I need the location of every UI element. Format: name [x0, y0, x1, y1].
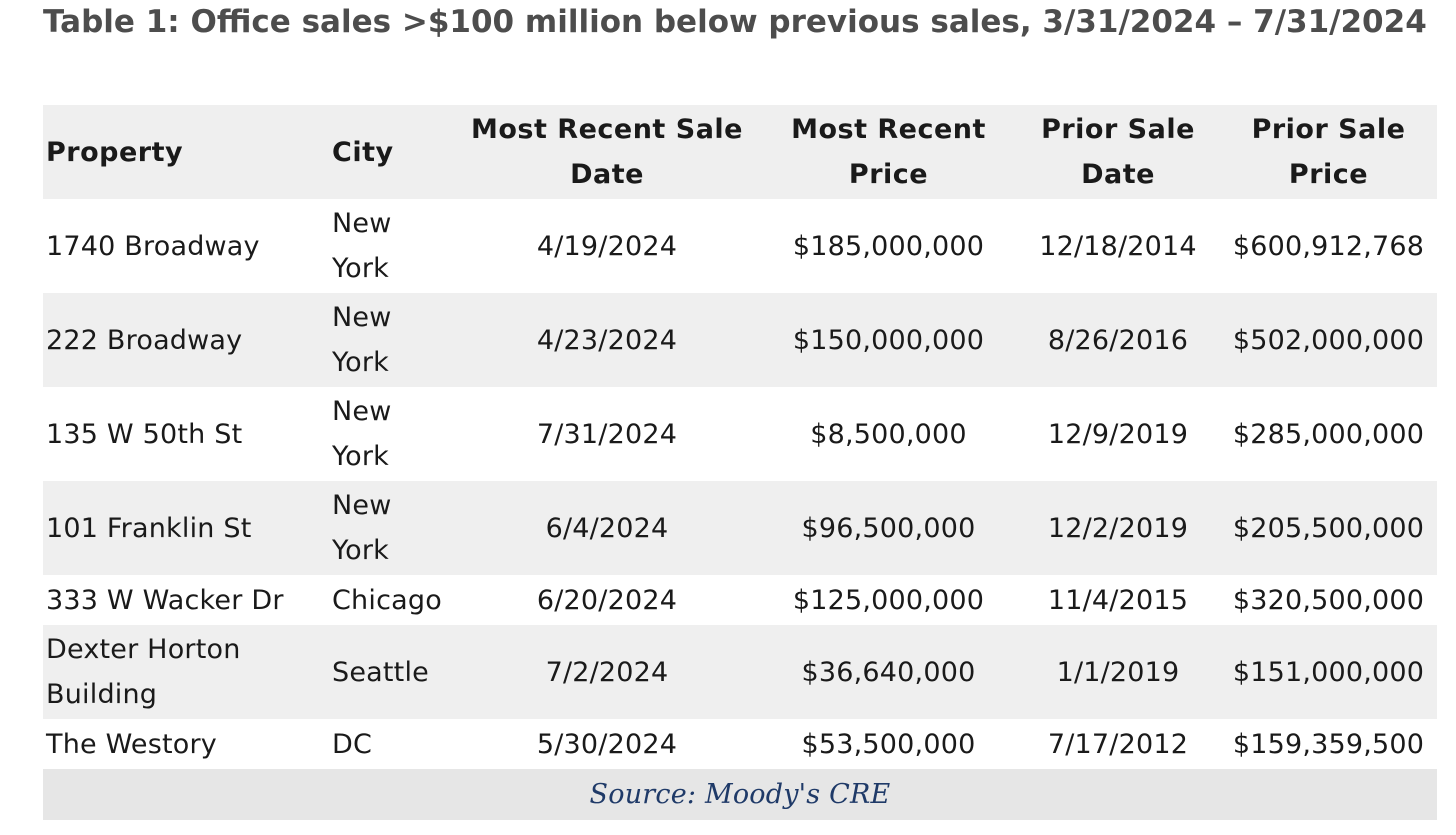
cell-prior-date: 1/1/2019 [1016, 625, 1220, 719]
header-recent-date: Most Recent Sale Date [453, 105, 761, 199]
cell-property: 101 Franklin St [43, 481, 329, 575]
header-recent-price: Most Recent Price [761, 105, 1016, 199]
office-sales-table: Property City Most Recent Sale Date Most… [43, 105, 1437, 820]
table-row: 333 W Wacker Dr Chicago 6/20/2024 $125,0… [43, 575, 1437, 625]
cell-prior-date: 8/26/2016 [1016, 293, 1220, 387]
table-row: 1740 Broadway New York 4/19/2024 $185,00… [43, 199, 1437, 293]
table-row: Dexter Horton Building Seattle 7/2/2024 … [43, 625, 1437, 719]
cell-recent-price: $150,000,000 [761, 293, 1016, 387]
cell-prior-price: $600,912,768 [1220, 199, 1437, 293]
cell-city: New York [329, 293, 453, 387]
cell-city: Chicago [329, 575, 453, 625]
cell-recent-price: $53,500,000 [761, 719, 1016, 769]
source-row: Source: Moody's CRE [43, 769, 1437, 820]
table-row: 135 W 50th St New York 7/31/2024 $8,500,… [43, 387, 1437, 481]
table-row: 222 Broadway New York 4/23/2024 $150,000… [43, 293, 1437, 387]
cell-recent-date: 4/19/2024 [453, 199, 761, 293]
header-property: Property [43, 105, 329, 199]
cell-prior-date: 12/9/2019 [1016, 387, 1220, 481]
cell-prior-price: $151,000,000 [1220, 625, 1437, 719]
cell-prior-date: 12/18/2014 [1016, 199, 1220, 293]
cell-recent-date: 5/30/2024 [453, 719, 761, 769]
cell-recent-date: 6/4/2024 [453, 481, 761, 575]
cell-property: 1740 Broadway [43, 199, 329, 293]
cell-city: New York [329, 199, 453, 293]
cell-prior-date: 7/17/2012 [1016, 719, 1220, 769]
header-prior-price: Prior Sale Price [1220, 105, 1437, 199]
table-row: The Westory DC 5/30/2024 $53,500,000 7/1… [43, 719, 1437, 769]
cell-prior-price: $285,000,000 [1220, 387, 1437, 481]
cell-recent-date: 7/31/2024 [453, 387, 761, 481]
cell-recent-price: $8,500,000 [761, 387, 1016, 481]
cell-prior-price: $159,359,500 [1220, 719, 1437, 769]
cell-property: 222 Broadway [43, 293, 329, 387]
cell-recent-price: $96,500,000 [761, 481, 1016, 575]
table-header-row: Property City Most Recent Sale Date Most… [43, 105, 1437, 199]
table-row: 101 Franklin St New York 6/4/2024 $96,50… [43, 481, 1437, 575]
cell-recent-date: 6/20/2024 [453, 575, 761, 625]
cell-city: DC [329, 719, 453, 769]
cell-recent-price: $185,000,000 [761, 199, 1016, 293]
header-city: City [329, 105, 453, 199]
cell-property: Dexter Horton Building [43, 625, 329, 719]
header-prior-date: Prior Sale Date [1016, 105, 1220, 199]
cell-recent-date: 7/2/2024 [453, 625, 761, 719]
cell-property: 333 W Wacker Dr [43, 575, 329, 625]
source-note: Source: Moody's CRE [43, 769, 1437, 820]
page-title: Table 1: Office sales >$100 million belo… [43, 4, 1427, 40]
cell-prior-price: $320,500,000 [1220, 575, 1437, 625]
cell-recent-date: 4/23/2024 [453, 293, 761, 387]
cell-city: New York [329, 481, 453, 575]
cell-prior-date: 11/4/2015 [1016, 575, 1220, 625]
cell-property: The Westory [43, 719, 329, 769]
cell-city: Seattle [329, 625, 453, 719]
cell-prior-price: $502,000,000 [1220, 293, 1437, 387]
cell-prior-date: 12/2/2019 [1016, 481, 1220, 575]
cell-recent-price: $125,000,000 [761, 575, 1016, 625]
cell-prior-price: $205,500,000 [1220, 481, 1437, 575]
cell-recent-price: $36,640,000 [761, 625, 1016, 719]
cell-city: New York [329, 387, 453, 481]
cell-property: 135 W 50th St [43, 387, 329, 481]
